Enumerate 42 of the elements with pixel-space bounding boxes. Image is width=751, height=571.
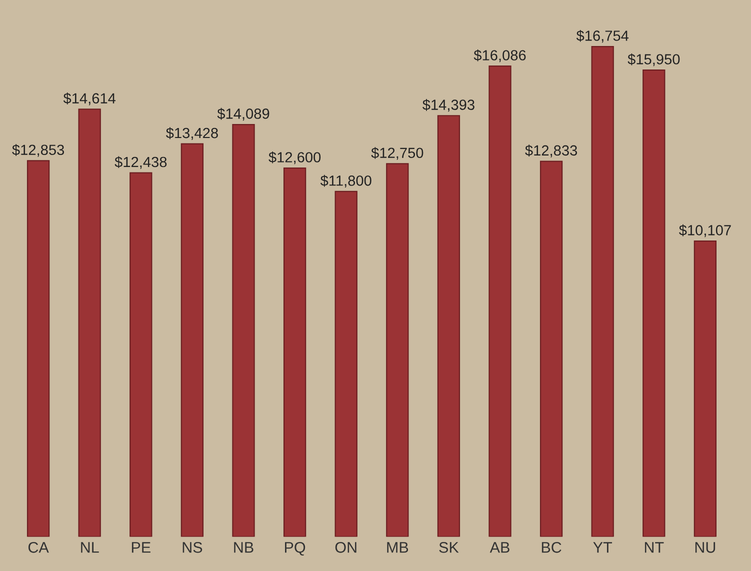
data-label: $12,853 — [12, 144, 64, 157]
bar — [540, 160, 563, 537]
bar — [386, 163, 409, 537]
data-label: $10,107 — [679, 224, 731, 238]
x-tick-label: PQ — [285, 542, 306, 556]
bar — [437, 115, 460, 537]
data-label: $12,438 — [114, 156, 167, 169]
bar — [642, 70, 666, 537]
x-tick-label: MB — [387, 542, 408, 553]
x-tick-label: ON — [335, 542, 356, 553]
x-tick-label: NS — [182, 542, 202, 553]
x-tick-label: NB — [234, 542, 254, 553]
x-tick-label: BC — [542, 542, 562, 553]
x-tick-label: CA — [28, 542, 49, 553]
x-tick-label: NU — [695, 542, 716, 553]
data-label: $12,750 — [371, 147, 424, 160]
bar — [334, 190, 358, 537]
data-label: $14,393 — [422, 99, 474, 112]
data-label: $15,950 — [628, 53, 680, 66]
x-tick-label: PE — [132, 542, 150, 553]
data-label: $11,800 — [320, 174, 372, 188]
bar — [694, 240, 717, 537]
data-label: $12,600 — [268, 151, 321, 164]
data-label: $16,754 — [576, 30, 629, 43]
bar — [78, 108, 101, 537]
data-label: $16,086 — [474, 49, 526, 62]
x-tick-label: AB — [490, 542, 510, 553]
data-label: $12,833 — [525, 144, 578, 158]
x-tick-label: SK — [439, 542, 459, 553]
x-tick-label: NL — [81, 542, 99, 553]
x-tick-label: NT — [644, 542, 664, 553]
data-label: $14,614 — [63, 92, 116, 106]
bar — [130, 172, 152, 537]
bar — [26, 160, 50, 537]
bar — [591, 46, 614, 537]
bar — [180, 143, 204, 537]
bar — [283, 168, 306, 537]
bar — [488, 66, 512, 537]
data-label: $13,428 — [166, 127, 218, 140]
data-label: $14,089 — [217, 108, 270, 121]
bar — [232, 124, 255, 537]
x-tick-label: YT — [593, 542, 612, 553]
